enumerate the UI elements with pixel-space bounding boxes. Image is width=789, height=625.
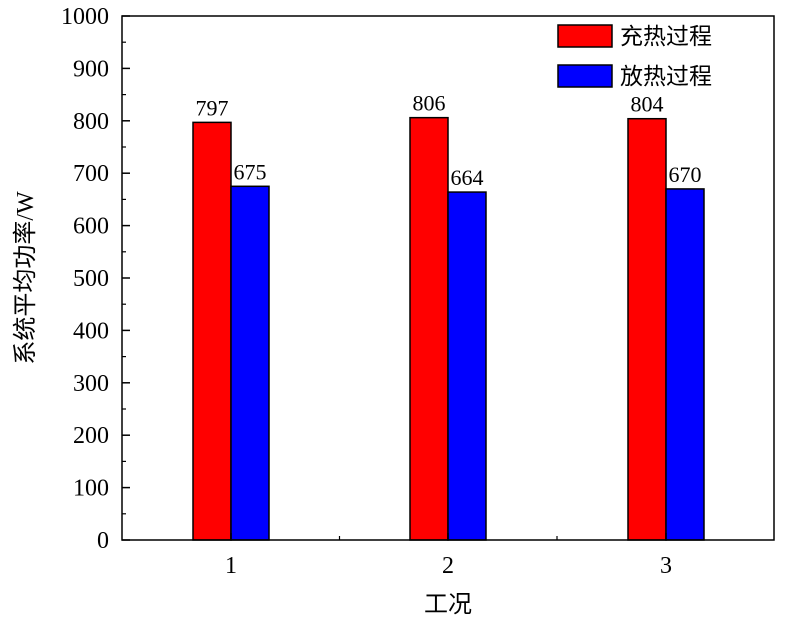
- y-tick-label: 700: [73, 161, 109, 187]
- y-tick-label: 600: [73, 214, 109, 240]
- y-axis-ticks: 0 100 200 300 400 500 600 700 800 900 1000: [61, 4, 130, 554]
- bar-value-label: 664: [451, 165, 484, 190]
- y-axis-title: 系统平均功率/W: [12, 191, 39, 365]
- bar-value-label: 806: [413, 91, 446, 116]
- y-tick-label: 800: [73, 109, 109, 135]
- bar-value-label: 797: [196, 95, 229, 120]
- y-tick-label: 1000: [61, 4, 109, 30]
- bar-series1-cat3: [627, 117, 667, 541]
- y-tick-label: 0: [97, 528, 109, 554]
- legend-label: 充热过程: [620, 24, 712, 49]
- y-tick-label: 200: [73, 423, 109, 449]
- legend-label: 放热过程: [620, 64, 712, 89]
- bar-series2-cat3: [665, 188, 705, 541]
- y-tick-label: 500: [73, 266, 109, 292]
- bar-series1-cat1: [192, 121, 232, 541]
- x-tick-label: 3: [660, 553, 672, 579]
- bar-series1-cat2: [409, 116, 449, 541]
- bar-value-label: 804: [631, 92, 664, 117]
- x-tick-label: 1: [225, 553, 237, 579]
- bars-layer: [192, 116, 705, 541]
- bar-value-label: 675: [234, 159, 267, 184]
- y-tick-label: 100: [73, 476, 109, 502]
- x-axis-title: 工况: [424, 592, 472, 618]
- y-tick-label: 900: [73, 56, 109, 82]
- legend-swatch-series2: [557, 64, 613, 88]
- x-tick-label: 2: [442, 553, 454, 579]
- legend-swatch-series1: [557, 24, 613, 48]
- bar-series2-cat2: [447, 191, 487, 541]
- bar-series2-cat1: [230, 185, 270, 541]
- y-tick-label: 300: [73, 371, 109, 397]
- value-labels: 797 806 804 675 664 670: [196, 91, 702, 190]
- y-tick-label: 400: [73, 318, 109, 344]
- x-axis-ticks: 1 2 3: [225, 533, 672, 579]
- bar-value-label: 670: [669, 162, 702, 187]
